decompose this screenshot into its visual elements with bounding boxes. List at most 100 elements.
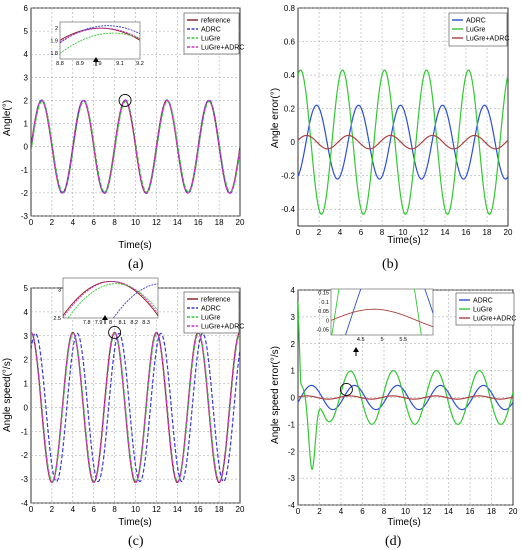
y-axis-title-b: Angle error(°) [270, 88, 281, 148]
y-tick-label: 4 [291, 286, 296, 295]
x-tick-label: 14 [173, 505, 182, 514]
x-tick-label: 10 [131, 218, 140, 227]
x-tick-label: 4 [71, 505, 76, 514]
y-tick-label: -4 [21, 499, 29, 508]
legend-entry: ADRC [201, 27, 221, 34]
inset-series-line [331, 308, 433, 328]
legend-entry: ADRC [201, 306, 221, 313]
x-tick-label: 20 [236, 218, 245, 227]
inset-series-line [63, 280, 158, 318]
x-tick-label: 16 [194, 218, 203, 227]
inset-x-tick: 8.3 [142, 320, 150, 326]
x-axis-title-c: Time(s) [118, 517, 152, 528]
x-tick-label: 14 [441, 228, 450, 237]
panel-label-c: (c) [128, 534, 144, 549]
series-line-lugre-adrc [298, 395, 513, 400]
x-tick-label: 2 [317, 507, 322, 516]
x-tick-label: 16 [466, 507, 475, 516]
series-line-adrc [298, 384, 513, 411]
y-tick-label: 2 [291, 340, 296, 349]
x-tick-label: 12 [152, 218, 161, 227]
x-tick-label: 0 [29, 505, 34, 514]
x-tick-label: 12 [423, 507, 432, 516]
x-tick-label: 8 [112, 505, 117, 514]
legend-entry: LuGre [201, 36, 221, 43]
zoom-arrow-head [93, 57, 99, 62]
x-tick-label: 2 [50, 505, 55, 514]
x-tick-label: 0 [296, 228, 301, 237]
x-tick-label: 20 [509, 507, 518, 516]
zoom-circle [118, 93, 132, 107]
x-tick-label: 8 [112, 218, 117, 227]
y-tick-label: 3 [24, 332, 29, 341]
x-tick-label: 8 [382, 507, 387, 516]
x-tick-label: 14 [173, 218, 182, 227]
x-tick-label: 0 [29, 218, 34, 227]
y-tick-label: 4 [24, 308, 29, 317]
y-tick-label: 2 [24, 96, 29, 105]
y-tick-label: -4 [288, 501, 296, 510]
y-tick-label: 0.4 [284, 71, 296, 80]
x-tick-label: 20 [236, 505, 245, 514]
x-axis-title-a: Time(s) [118, 240, 152, 251]
y-tick-label: 4 [24, 50, 29, 59]
x-tick-label: 12 [420, 228, 429, 237]
zoom-inset: 8.8 8.9 9 9.1 9.2 1.8 1.9 2 [50, 21, 144, 67]
series-line-adrc [298, 104, 508, 180]
legend-entry: LuGre [466, 27, 486, 34]
inset-y-tick: 2.5 [53, 316, 61, 322]
inset-series-line [60, 32, 140, 54]
y-tick-label: -3 [288, 474, 296, 483]
inset-y-tick: 0 [326, 318, 329, 324]
x-tick-label: 16 [194, 505, 203, 514]
x-tick-label: 8 [380, 228, 385, 237]
x-tick-label: 18 [215, 505, 224, 514]
chart-panel-a: 0 2 4 6 8 10 12 14 16 18 20-3-2-10123456referenceA… [21, 4, 245, 227]
y-tick-label: 1 [24, 120, 29, 129]
chart-panel-b: 0 2 4 6 8 10 12 14 16 18 20 -0.4 -0.2 0 0.2 0.4 0.6 0.8 AD… [281, 4, 513, 237]
y-tick-label: 1 [291, 367, 296, 376]
x-tick-label: 0 [296, 507, 301, 516]
legend-entry: ADRC [466, 18, 486, 25]
x-tick-label: 6 [360, 507, 365, 516]
x-tick-label: 10 [401, 507, 410, 516]
inset-x-tick: 7.8 [83, 320, 91, 326]
y-axis-title-c: Angle speed(°/s) [2, 358, 13, 432]
y-tick-label: 1 [24, 380, 29, 389]
y-tick-label: 6 [24, 4, 29, 13]
x-tick-label: 6 [359, 228, 364, 237]
inset-x-tick: 9 [98, 61, 101, 67]
legend-entry: ADRC [473, 298, 493, 305]
y-tick-label: -2 [21, 451, 29, 460]
legend-entry: LuGre+ADRC [473, 316, 516, 323]
inset-x-tick: 5.5 [399, 337, 407, 343]
inset-series-line [112, 283, 158, 318]
inset-series-line [60, 27, 140, 43]
x-tick-label: 2 [317, 228, 322, 237]
inset-y-tick: 2 [55, 26, 58, 32]
zoom-circle [108, 325, 122, 339]
legend-entry: LuGre+ADRC [201, 324, 244, 331]
y-tick-label: -1 [21, 427, 29, 436]
inset-series-line [345, 289, 433, 335]
y-tick-label: -3 [21, 475, 29, 484]
zoom-arrow-head [353, 347, 359, 352]
inset-x-tick: 5 [380, 337, 383, 343]
inset-x-tick: 9.2 [136, 61, 144, 67]
inset-series-line [67, 283, 158, 318]
x-tick-label: 18 [483, 228, 492, 237]
y-tick-label: -1 [288, 420, 296, 429]
inset-x-tick: 8.8 [56, 61, 64, 67]
panel-label-a: (a) [128, 257, 144, 272]
x-axis-title-d: Time(s) [387, 517, 421, 528]
series-line-lugre-adrc [31, 99, 240, 194]
y-tick-label: 5 [24, 27, 29, 36]
x-tick-label: 6 [91, 505, 96, 514]
y-tick-label: 0 [291, 394, 296, 403]
x-tick-label: 18 [215, 218, 224, 227]
inset-y-tick: 0.1 [321, 300, 329, 306]
legend-entry: LuGre+ADRC [201, 45, 244, 52]
legend-entry: reference [201, 18, 231, 25]
legend-entry: LuGre+ADRC [466, 36, 509, 43]
